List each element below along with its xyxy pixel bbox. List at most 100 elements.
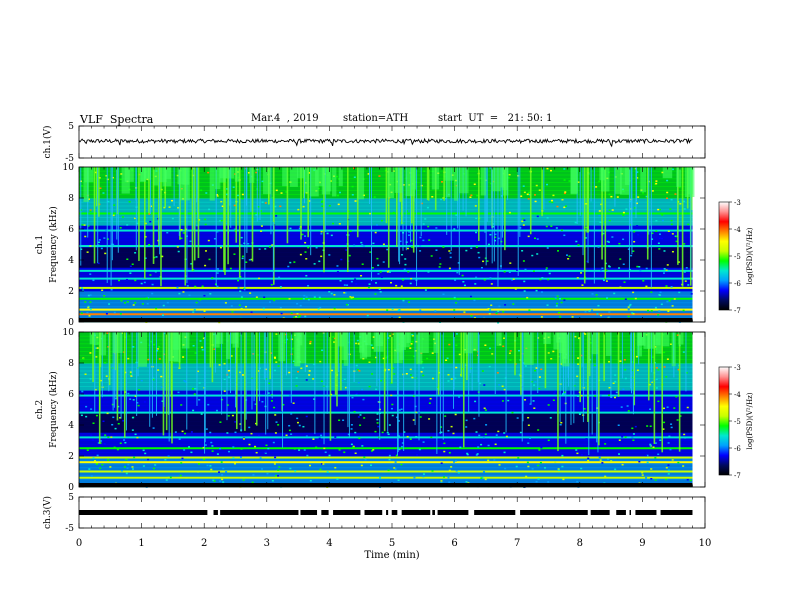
speckle [336,194,339,197]
speckle [634,297,637,300]
sferic [631,167,633,255]
speckle [248,443,251,446]
speckle [302,298,305,300]
frequency-band [79,277,693,280]
speckle [658,294,661,296]
speckle [404,263,407,266]
speckle [547,352,550,354]
speckle [476,453,479,455]
speckle [148,213,151,215]
speckle [399,219,402,222]
speckle [275,189,278,192]
speckle [431,196,434,198]
speckle [176,246,179,248]
speckle [112,416,115,419]
speckle [504,467,507,470]
speckle [265,444,268,447]
speckle [649,380,652,383]
speckle [633,240,636,243]
speckle [370,464,373,467]
speckle [136,436,139,439]
speckle [591,309,594,311]
sferic [87,167,89,238]
speckle [631,427,634,430]
speckle [652,446,655,448]
speckle [679,203,682,205]
speckle [134,252,137,254]
speckle [443,442,446,445]
speckle [403,268,406,271]
sferic [505,332,507,433]
speckle [256,354,259,356]
speckle [338,419,341,422]
speckle [634,207,637,209]
speckle [633,230,636,233]
speckle [651,238,654,240]
speckle [288,371,291,374]
sferic [462,332,465,448]
speckle [317,187,320,190]
speckle [611,209,614,211]
speckle [493,459,496,461]
speckle [411,340,414,343]
noise-row [79,332,693,337]
speckle [86,311,89,314]
sferic [379,332,381,440]
speckle [503,388,506,391]
speckle [132,399,135,401]
sferic [371,167,373,282]
speckle [532,270,535,273]
speckle [277,424,280,426]
speckle [216,195,219,197]
speckle [293,316,296,319]
speckle [82,358,85,360]
speckle [454,413,457,416]
speckle [411,335,414,337]
speckle [275,215,278,217]
speckle [453,296,456,299]
sferic [521,332,523,442]
speckle [254,403,257,405]
speckle [399,240,402,243]
speckle [614,374,617,376]
speckle [361,244,364,246]
sferic [391,332,393,384]
speckle [475,454,478,456]
speckle [102,420,105,423]
sferic [601,167,603,260]
sferic [229,332,231,394]
speckle [285,191,288,193]
speckle [204,444,207,446]
speckle [208,208,211,211]
sferic [453,332,455,409]
frequency-band [79,269,693,272]
speckle [402,279,405,281]
speckle [397,479,400,482]
speckle [528,437,531,440]
sferic [310,167,312,256]
sferic [416,167,418,286]
sferic [191,167,194,272]
sferic [251,332,253,410]
speckle [577,395,580,397]
speckle [649,408,652,411]
speckle [390,394,393,397]
speckle [308,464,311,467]
speckle [492,223,495,225]
speckle [362,245,365,247]
speckle [292,402,295,404]
speckle [533,407,536,409]
speckle [359,424,362,426]
speckle [669,208,672,210]
speckle [409,374,412,376]
speckle [222,481,225,483]
speckle [240,296,243,298]
speckle [351,396,354,399]
speckle [615,391,618,394]
sferic [173,167,175,206]
sferic-cap [144,167,150,179]
speckle [578,337,581,339]
sferic [651,332,653,373]
speckle [684,280,687,282]
